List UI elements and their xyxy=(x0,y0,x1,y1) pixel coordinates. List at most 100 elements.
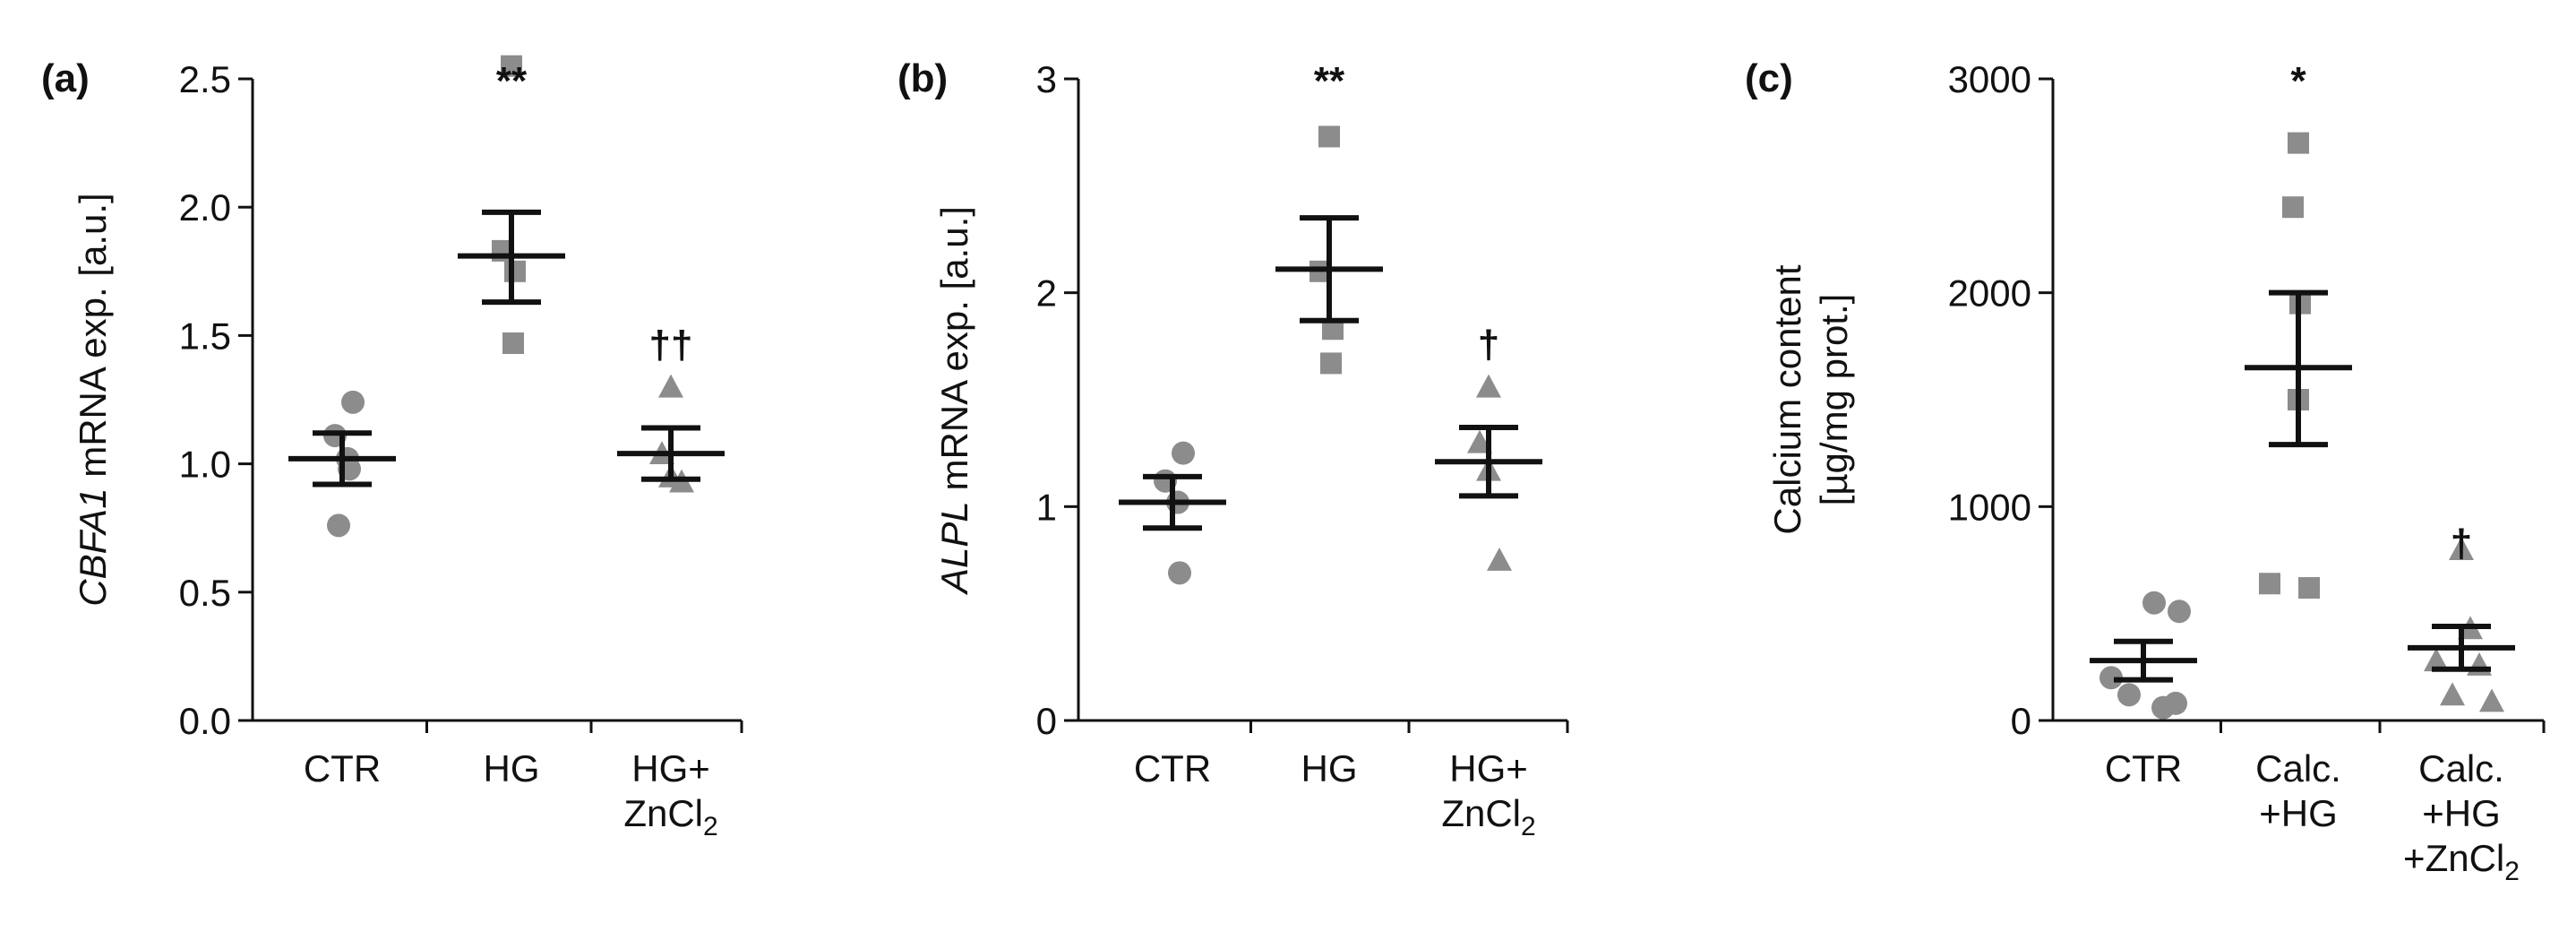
x-category-label: Calc. xyxy=(2418,747,2504,789)
data-point xyxy=(502,332,524,354)
x-category-label: HG xyxy=(484,747,540,789)
y-tick-label: 2 xyxy=(1036,272,1057,315)
x-category-text: CTR xyxy=(2105,747,2182,789)
y-tick-label: 0.0 xyxy=(179,700,231,742)
data-point xyxy=(2282,196,2304,219)
data-point xyxy=(2259,573,2280,595)
x-category-text: Calc. xyxy=(2255,747,2341,789)
y-axis-label: ALPL mRNA exp. [a.u.] xyxy=(933,206,975,596)
x-category-text: +HG xyxy=(2259,792,2338,834)
data-point xyxy=(1172,441,1195,465)
x-category-label: ZnCl2 xyxy=(623,792,717,841)
y-tick-label: 2.5 xyxy=(179,58,231,100)
x-category-subscript: 2 xyxy=(703,812,718,841)
x-category-label: ZnCl2 xyxy=(1441,792,1535,841)
panel-label: (a) xyxy=(41,56,90,100)
significance-marker: ** xyxy=(1314,59,1345,103)
x-category-label: CTR xyxy=(304,747,381,789)
x-category-text: HG xyxy=(484,747,540,789)
group-1 xyxy=(2090,591,2197,720)
data-point xyxy=(2151,695,2175,720)
data-point xyxy=(2099,666,2123,690)
group-3: † xyxy=(1435,323,1542,571)
x-category-text: HG xyxy=(1301,747,1358,789)
data-point xyxy=(2449,537,2474,560)
significance-marker: * xyxy=(2290,59,2306,103)
x-category-text: +ZnCl xyxy=(2403,837,2504,879)
group-1 xyxy=(1119,441,1226,585)
x-category-label: HG+ xyxy=(631,747,710,789)
data-point xyxy=(2117,683,2141,707)
data-point xyxy=(1476,374,1501,398)
x-category-subscript: 2 xyxy=(1521,812,1536,841)
data-point xyxy=(1320,352,1342,375)
y-axis-label-gene: ALPL xyxy=(933,501,975,596)
data-point xyxy=(341,390,365,414)
x-category-label: CTR xyxy=(2105,747,2182,789)
y-tick-label: 2.0 xyxy=(179,186,231,229)
y-tick-label: 3000 xyxy=(1948,58,2031,100)
panel-label: (b) xyxy=(897,56,948,100)
panel-label: (c) xyxy=(1745,56,1793,100)
y-tick-label: 0.5 xyxy=(179,572,231,614)
y-tick-label: 2000 xyxy=(1948,272,2031,315)
x-category-label: +HG xyxy=(2422,792,2501,834)
group-3: †† xyxy=(617,324,725,493)
x-category-text: HG+ xyxy=(1449,747,1528,789)
y-tick-label: 0 xyxy=(2011,700,2031,742)
data-point xyxy=(2424,648,2449,672)
x-category-text: CTR xyxy=(304,747,381,789)
y-axis-label-unit: mRNA exp. [a.u.] xyxy=(72,193,114,487)
data-point xyxy=(2298,577,2320,600)
group-2: * xyxy=(2245,59,2352,600)
data-point xyxy=(1487,548,1512,571)
data-point xyxy=(327,513,350,538)
x-category-text: Calc. xyxy=(2418,747,2504,789)
y-axis-label-unit: mRNA exp. [a.u.] xyxy=(933,206,975,501)
y-tick-label: 3 xyxy=(1036,58,1057,100)
data-point xyxy=(2479,688,2504,712)
data-point xyxy=(504,260,526,282)
significance-marker: † xyxy=(1478,323,1499,367)
y-tick-label: 1.5 xyxy=(179,315,231,357)
y-axis-label: CBFA1 mRNA exp. [a.u.] xyxy=(72,193,114,606)
panel-1: (a) 0.0 0.5 1.0 1.5 2.0 2.5 CBFA1 mRNA exp. [a.… xyxy=(41,55,743,841)
x-category-label: Calc. xyxy=(2255,747,2341,789)
y-axis-label-gene: CBFA1 xyxy=(72,487,114,606)
x-category-label: +HG xyxy=(2259,792,2338,834)
y-axis-label-line2: [µg/mg prot.] xyxy=(1813,294,1855,506)
data-point xyxy=(2440,682,2465,706)
y-tick-label: 1.0 xyxy=(179,444,231,486)
significance-marker: † xyxy=(2451,522,2472,565)
data-point xyxy=(2168,600,2191,624)
data-point xyxy=(1318,125,1340,148)
data-point xyxy=(2142,591,2166,615)
group-3: † xyxy=(2408,522,2515,712)
x-category-text: +HG xyxy=(2422,792,2501,834)
significance-marker: ** xyxy=(496,59,528,103)
panel-2: (b) 0 1 2 3 ALPL mRNA exp. [a.u.] CTR HG HG+ZnCl… xyxy=(897,56,1569,841)
y-tick-label: 1000 xyxy=(1948,486,2031,528)
x-category-text: CTR xyxy=(1134,747,1211,789)
significance-marker: †† xyxy=(649,324,693,367)
panel-3: (c) 0 1000 2000 3000 Calcium content [µg/mg pr… xyxy=(1745,56,2546,886)
data-point xyxy=(2288,132,2309,154)
x-category-label: +ZnCl2 xyxy=(2403,837,2520,886)
data-point xyxy=(1168,561,1191,585)
x-category-label: HG xyxy=(1301,747,1358,789)
x-category-text: HG+ xyxy=(631,747,710,789)
data-point xyxy=(2467,651,2492,676)
y-tick-label: 1 xyxy=(1036,486,1057,528)
data-point xyxy=(658,374,683,398)
x-category-text: ZnCl xyxy=(1441,792,1521,834)
data-point xyxy=(501,55,522,77)
x-category-text: ZnCl xyxy=(623,792,703,834)
group-2: ** xyxy=(1275,59,1383,375)
group-2: ** xyxy=(458,55,565,354)
y-tick-label: 0 xyxy=(1036,700,1057,742)
y-axis-label-line1: Calcium content xyxy=(1766,264,1808,534)
group-1 xyxy=(288,390,396,538)
x-category-label: CTR xyxy=(1134,747,1211,789)
x-category-subscript: 2 xyxy=(2504,857,2520,886)
